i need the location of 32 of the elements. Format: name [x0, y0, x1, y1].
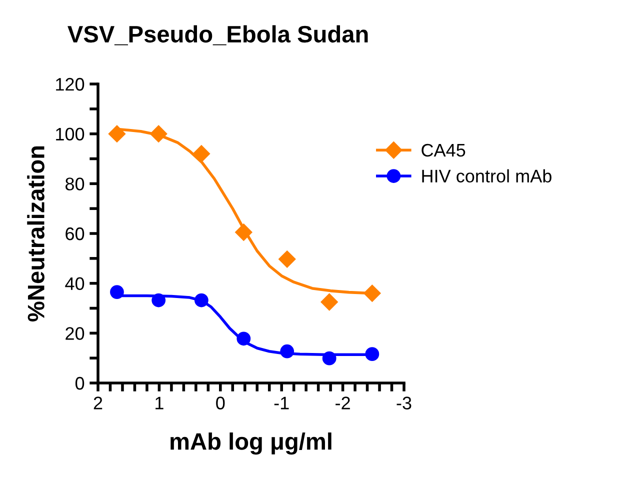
point: [278, 250, 296, 268]
y-axis-title: %Neutralization: [27, 146, 44, 322]
y-tick-label: 20: [66, 327, 84, 340]
y-tick-label: 80: [66, 178, 84, 190]
legend-label: HIV control mAb: [422, 169, 552, 183]
point: [150, 125, 168, 142]
point: [235, 224, 252, 241]
point: [364, 284, 381, 302]
point: [152, 293, 166, 308]
x-axis-title: mAb log μg/ml: [170, 432, 332, 455]
point: [194, 293, 208, 308]
point: [365, 347, 380, 362]
point: [322, 351, 336, 366]
point: [320, 293, 338, 311]
point: [108, 125, 126, 142]
legend-label: CA45: [422, 144, 466, 157]
x-tick-label: -1: [274, 396, 289, 410]
point: [192, 145, 210, 162]
y-tick-label: 40: [65, 277, 84, 290]
x-tick-label: -2: [336, 396, 350, 410]
x-tick-label: 0: [216, 396, 225, 410]
x-tick-label: -3: [396, 396, 412, 410]
point: [280, 344, 294, 358]
y-tick-label: 0: [75, 376, 84, 390]
y-tick-label: 120: [56, 78, 84, 91]
point: [110, 285, 124, 299]
y-tick-label: 60: [66, 227, 84, 240]
x-tick-label: 2: [94, 396, 102, 410]
y-tick-label: 100: [56, 128, 84, 141]
point: [236, 332, 251, 346]
chart-title: VSV_Pseudo_Ebola Sudan: [68, 25, 368, 46]
x-tick-label: 1: [156, 396, 164, 410]
